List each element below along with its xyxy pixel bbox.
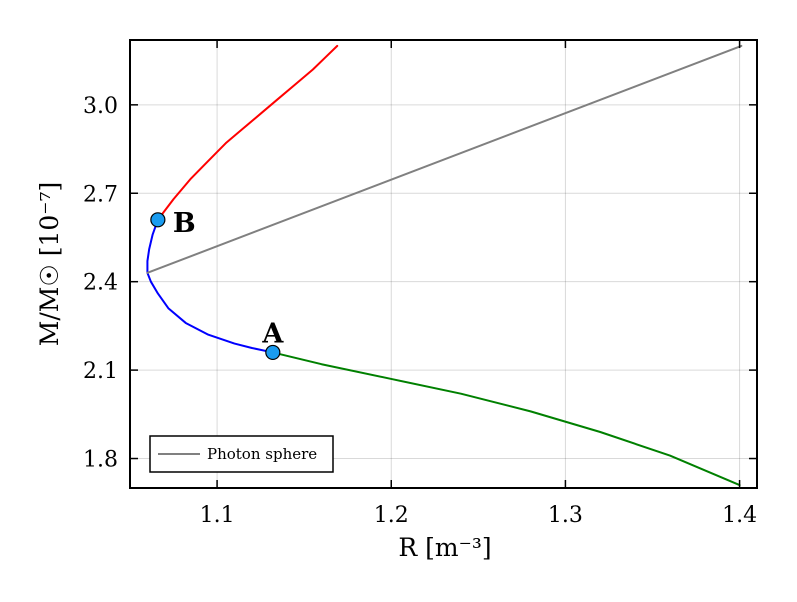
legend-entry-label: Photon sphere: [207, 445, 317, 463]
legend-layer: Photon sphere: [149, 435, 334, 473]
x-tick-label: 1.1: [200, 503, 235, 528]
y-tick-label: 2.1: [83, 359, 118, 384]
series-line-branch-2: [146, 218, 274, 354]
x-tick-label: 1.2: [374, 503, 409, 528]
series-line-branch-3: [271, 351, 741, 487]
y-tick-label: 1.8: [83, 448, 118, 473]
series-layer: [146, 44, 743, 487]
plot-frame: [129, 39, 758, 489]
marker-point-a: [265, 344, 281, 361]
series-line-photon-sphere: [146, 44, 743, 274]
series-line-branch-1: [156, 44, 339, 221]
x-tick-label: 1.4: [722, 503, 757, 528]
y-tick-label: 2.7: [83, 182, 118, 207]
marker-layer: BA: [150, 208, 284, 361]
x-axis-label: R [m⁻³]: [398, 533, 491, 562]
marker-label-b: B: [173, 208, 196, 239]
frame-layer: [129, 39, 758, 489]
marker-label-a: A: [261, 318, 284, 349]
y-tick-label: 3.0: [83, 94, 118, 119]
tick-layer: 1.1 1.2 1.3 1.4 1.8 2.1 2.4 2.7 3.0: [83, 40, 757, 528]
grid-layer: [130, 40, 757, 488]
x-tick-label: 1.3: [548, 503, 583, 528]
y-axis-label: M/M☉ [10⁻⁷]: [35, 182, 64, 347]
y-tick-label: 2.4: [83, 271, 118, 296]
marker-point-b: [150, 212, 166, 228]
